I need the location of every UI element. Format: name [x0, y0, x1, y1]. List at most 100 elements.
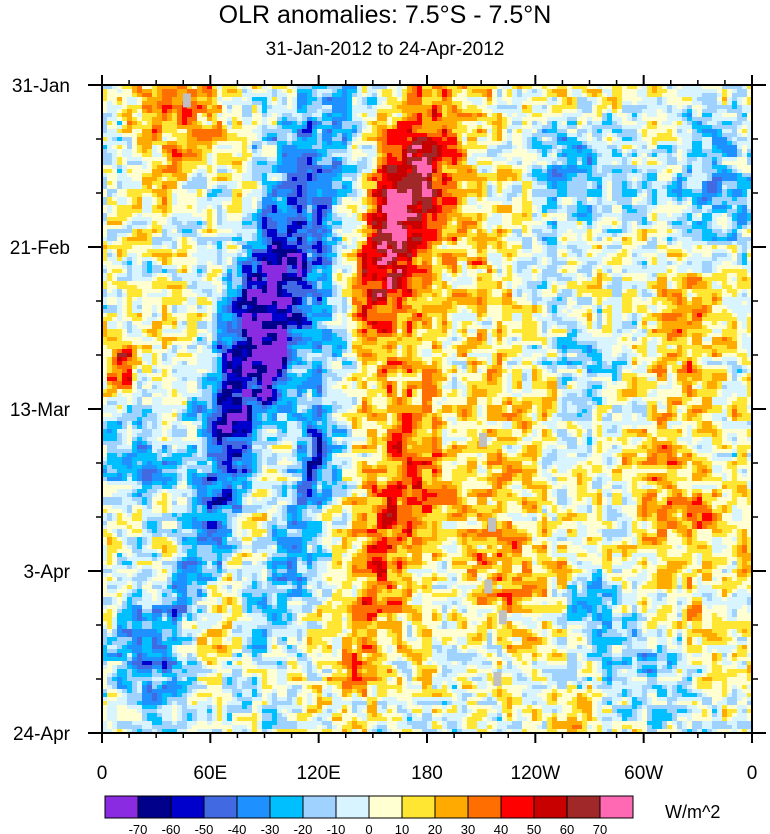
- heat-cell: [507, 157, 513, 162]
- heat-cell: [472, 177, 478, 182]
- heat-cell: [417, 117, 423, 122]
- heat-cell: [192, 109, 198, 114]
- heat-cell: [327, 165, 333, 170]
- heat-cell: [552, 213, 558, 218]
- heat-cell: [212, 153, 218, 158]
- heat-cell: [597, 105, 603, 110]
- heat-cell: [292, 201, 298, 206]
- heat-cell: [397, 201, 403, 206]
- heat-cell: [622, 225, 628, 230]
- heatmap-cells: [102, 85, 752, 733]
- heat-cell: [267, 225, 273, 230]
- heat-cell: [112, 117, 118, 122]
- heat-cell: [467, 129, 473, 134]
- heat-cell: [587, 201, 593, 206]
- heat-cell: [322, 225, 328, 230]
- heat-cell: [327, 97, 333, 102]
- heat-cell: [607, 233, 613, 238]
- heat-cell: [562, 173, 568, 178]
- heat-cell: [697, 101, 703, 106]
- heat-cell: [167, 173, 173, 178]
- heat-cell: [512, 225, 518, 230]
- heat-cell: [207, 109, 213, 114]
- heat-cell: [532, 233, 538, 238]
- heat-cell: [492, 165, 498, 170]
- heat-cell: [447, 193, 453, 198]
- heat-cell: [292, 173, 298, 178]
- heat-cell: [562, 141, 568, 146]
- heat-cell: [697, 177, 703, 182]
- heat-cell: [207, 237, 213, 242]
- heat-cell: [237, 113, 243, 118]
- heat-cell: [742, 217, 748, 222]
- heat-cell: [477, 149, 483, 154]
- heat-cell: [717, 89, 723, 94]
- heat-cell: [312, 149, 318, 154]
- heat-cell: [677, 93, 683, 98]
- heat-cell: [532, 185, 538, 190]
- heat-cell: [372, 109, 378, 114]
- heat-cell: [667, 209, 673, 214]
- heat-cell: [632, 129, 638, 134]
- heat-cell: [682, 121, 688, 126]
- heat-cell: [342, 125, 348, 130]
- heat-cell: [622, 125, 628, 130]
- heat-cell: [107, 129, 113, 134]
- heat-cell: [707, 165, 713, 170]
- heat-cell: [292, 89, 298, 94]
- heat-cell: [277, 85, 283, 90]
- heat-cell: [107, 197, 113, 202]
- heat-cell: [692, 205, 698, 210]
- heat-cell: [492, 217, 498, 222]
- heat-cell: [462, 217, 468, 222]
- heat-cell: [627, 173, 633, 178]
- heat-cell: [487, 225, 493, 230]
- heat-cell: [197, 153, 203, 158]
- heat-cell: [732, 133, 738, 138]
- heat-cell: [237, 105, 243, 110]
- heat-cell: [732, 193, 738, 198]
- heat-cell: [567, 85, 573, 90]
- heat-cell: [457, 209, 463, 214]
- heat-cell: [567, 105, 573, 110]
- heat-cell: [337, 133, 343, 138]
- heat-cell: [452, 181, 458, 186]
- heat-cell: [182, 85, 188, 90]
- heat-cell: [302, 117, 308, 122]
- heat-cell: [122, 129, 128, 134]
- heat-cell: [602, 169, 608, 174]
- heat-cell: [617, 177, 623, 182]
- heat-cell: [647, 97, 653, 102]
- heat-cell: [607, 85, 613, 90]
- heat-cell: [407, 177, 413, 182]
- heat-cell: [602, 109, 608, 114]
- heat-cell: [677, 89, 683, 94]
- heat-cell: [197, 93, 203, 98]
- heat-cell: [627, 105, 633, 110]
- heat-cell: [267, 141, 273, 146]
- heat-cell: [662, 97, 668, 102]
- heat-cell: [437, 189, 443, 194]
- heat-cell: [152, 225, 158, 230]
- heat-cell: [427, 225, 433, 230]
- heat-cell: [682, 157, 688, 162]
- heat-cell: [642, 189, 648, 194]
- heat-cell: [572, 133, 578, 138]
- heat-cell: [547, 225, 553, 230]
- heat-cell: [727, 173, 733, 178]
- heat-cell: [452, 97, 458, 102]
- heat-cell: [317, 189, 323, 194]
- heat-cell: [447, 125, 453, 130]
- heat-cell: [627, 177, 633, 182]
- heat-cell: [427, 89, 433, 94]
- heat-cell: [167, 213, 173, 218]
- heat-cell: [672, 101, 678, 106]
- heat-cell: [307, 133, 313, 138]
- heat-cell: [497, 173, 503, 178]
- heat-cell: [452, 205, 458, 210]
- heat-cell: [182, 229, 188, 234]
- heat-cell: [212, 229, 218, 234]
- heat-cell: [202, 225, 208, 230]
- heat-cell: [252, 221, 258, 226]
- heat-cell: [732, 141, 738, 146]
